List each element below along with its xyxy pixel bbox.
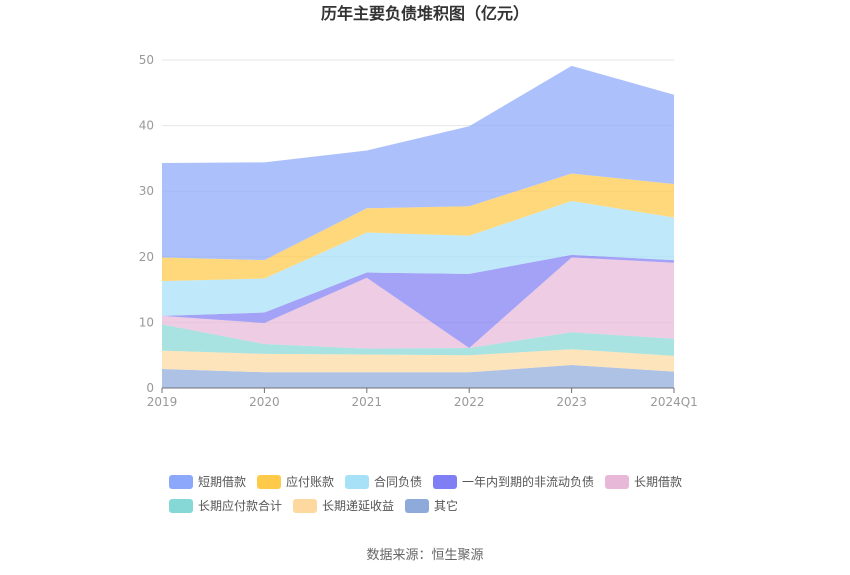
legend-item[interactable]: 一年内到期的非流动负债 [433, 474, 594, 489]
legend-label: 长期应付款合计 [198, 498, 282, 513]
area-series-1 [162, 349, 674, 373]
x-tick-label: 2023 [556, 395, 587, 409]
legend-item[interactable]: 其它 [405, 498, 458, 513]
legend-swatch [257, 475, 281, 489]
legend-swatch [605, 475, 629, 489]
y-tick-label: 20 [139, 250, 154, 264]
legend-label: 短期借款 [198, 475, 246, 489]
legend-label: 合同负债 [374, 474, 422, 489]
x-tick-label: 2020 [249, 395, 280, 409]
y-tick-label: 30 [139, 184, 154, 198]
data-source: 数据来源：恒生聚源 [366, 548, 483, 563]
y-tick-label: 50 [139, 53, 154, 67]
x-tick-label: 2021 [352, 395, 383, 409]
legend-label: 应付账款 [286, 474, 334, 489]
legend-item[interactable]: 应付账款 [257, 474, 334, 489]
area-series-7 [162, 65, 674, 261]
x-tick-label: 2022 [454, 395, 485, 409]
legend-label: 长期借款 [634, 475, 682, 489]
chart-title: 历年主要负债堆积图（亿元） [321, 4, 529, 23]
legend-item[interactable]: 长期借款 [605, 475, 682, 489]
legend-label: 长期递延收益 [322, 499, 394, 513]
y-tick-label: 40 [139, 119, 154, 133]
legend-swatch [405, 499, 429, 513]
area-series-6 [162, 173, 674, 282]
legend-swatch [293, 499, 317, 513]
legend-swatch [169, 499, 193, 513]
area-series [162, 65, 674, 388]
legend-item[interactable]: 长期递延收益 [293, 499, 394, 513]
area-series-5 [162, 201, 674, 316]
legend-label: 一年内到期的非流动负债 [462, 474, 594, 489]
area-series-0 [162, 365, 674, 388]
legend-item[interactable]: 短期借款 [169, 475, 246, 489]
legend-item[interactable]: 合同负债 [345, 474, 422, 489]
y-tick-label: 10 [139, 315, 154, 329]
area-series-4 [162, 254, 674, 348]
legend-label: 其它 [434, 498, 458, 513]
area-series-3 [162, 257, 674, 349]
x-tick-label: 2024Q1 [650, 395, 698, 409]
legend-swatch [169, 475, 193, 489]
axes: 0 10 20 30 40 50 2019 2020 2021 2022 2023 2024Q1 [139, 53, 698, 409]
legend-swatch [345, 475, 369, 489]
legend-swatch [433, 475, 457, 489]
area-series-2 [162, 324, 674, 356]
y-tick-label: 0 [146, 381, 154, 395]
legend-item[interactable]: 长期应付款合计 [169, 498, 282, 513]
x-tick-label: 2019 [147, 395, 178, 409]
